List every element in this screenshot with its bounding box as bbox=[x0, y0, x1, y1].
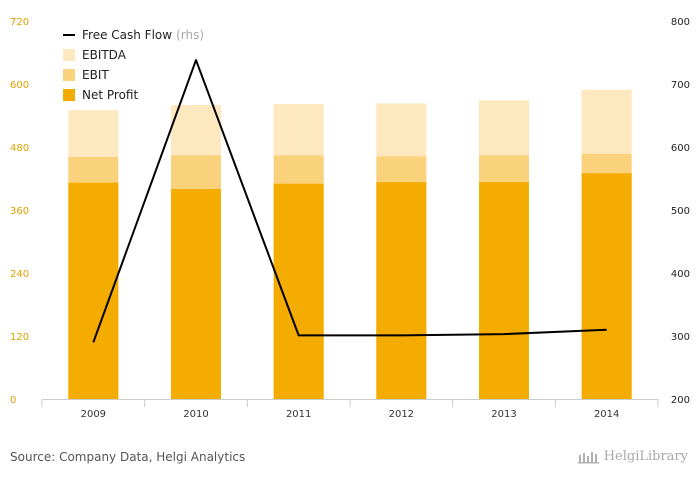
right-axis-tick-label: 200 bbox=[671, 395, 690, 406]
bar-net-profit-2009 bbox=[68, 182, 119, 399]
left-axis-tick-label: 720 bbox=[10, 17, 29, 28]
source-note: Source: Company Data, Helgi Analytics bbox=[10, 450, 246, 464]
left-axis-tick-label: 360 bbox=[10, 206, 29, 217]
x-axis-tick-label: 2011 bbox=[286, 409, 311, 420]
right-axis-tick-label: 700 bbox=[671, 80, 690, 91]
x-axis-tick-label: 2013 bbox=[491, 409, 516, 420]
bar-net-profit-2010 bbox=[171, 189, 221, 399]
bar-net-profit-2014 bbox=[581, 173, 632, 399]
right-axis-tick-label: 300 bbox=[671, 332, 690, 343]
left-axis-tick-label: 600 bbox=[10, 80, 29, 91]
right-axis-tick-label: 600 bbox=[671, 143, 690, 154]
x-axis-tick-label: 2009 bbox=[81, 409, 106, 420]
x-axis-tick-label: 2012 bbox=[389, 409, 414, 420]
left-axis-tick-label: 480 bbox=[10, 143, 29, 154]
x-axis-tick-label: 2010 bbox=[183, 409, 208, 420]
legend-label-net-profit: Net Profit bbox=[82, 88, 138, 102]
logo-icon bbox=[577, 451, 599, 463]
legend-suffix: (rhs) bbox=[176, 28, 204, 42]
legend-marker-ebit bbox=[63, 69, 75, 81]
left-axis-tick-label: 0 bbox=[10, 395, 16, 406]
left-axis-tick-label: 120 bbox=[10, 332, 29, 343]
bar-net-profit-2012 bbox=[376, 182, 427, 399]
left-axis-tick-label: 240 bbox=[10, 269, 29, 280]
x-axis-tick-label: 2014 bbox=[594, 409, 619, 420]
legend-label-free-cash-flow: Free Cash Flow (rhs) bbox=[82, 28, 204, 42]
line-free-cash-flow bbox=[92, 59, 607, 343]
chart: 0 120 240 360 480 600 720 200 300 400 500 600 700 800… bbox=[10, 17, 690, 420]
right-axis-tick-label: 800 bbox=[671, 17, 690, 28]
bar-net-profit-2011 bbox=[273, 183, 324, 399]
legend-label-ebit: EBIT bbox=[82, 68, 109, 82]
right-axis-tick-label: 500 bbox=[671, 206, 690, 217]
right-axis-tick-label: 400 bbox=[671, 269, 690, 280]
legend-marker-ebitda bbox=[63, 49, 75, 61]
bar-net-profit-2013 bbox=[479, 182, 529, 399]
logo-text: HelgiLibrary bbox=[603, 449, 688, 464]
helgi-library-logo: HelgiLibrary bbox=[577, 449, 688, 464]
legend-marker-net-profit bbox=[63, 89, 75, 101]
legend-label-ebitda: EBITDA bbox=[82, 48, 127, 62]
